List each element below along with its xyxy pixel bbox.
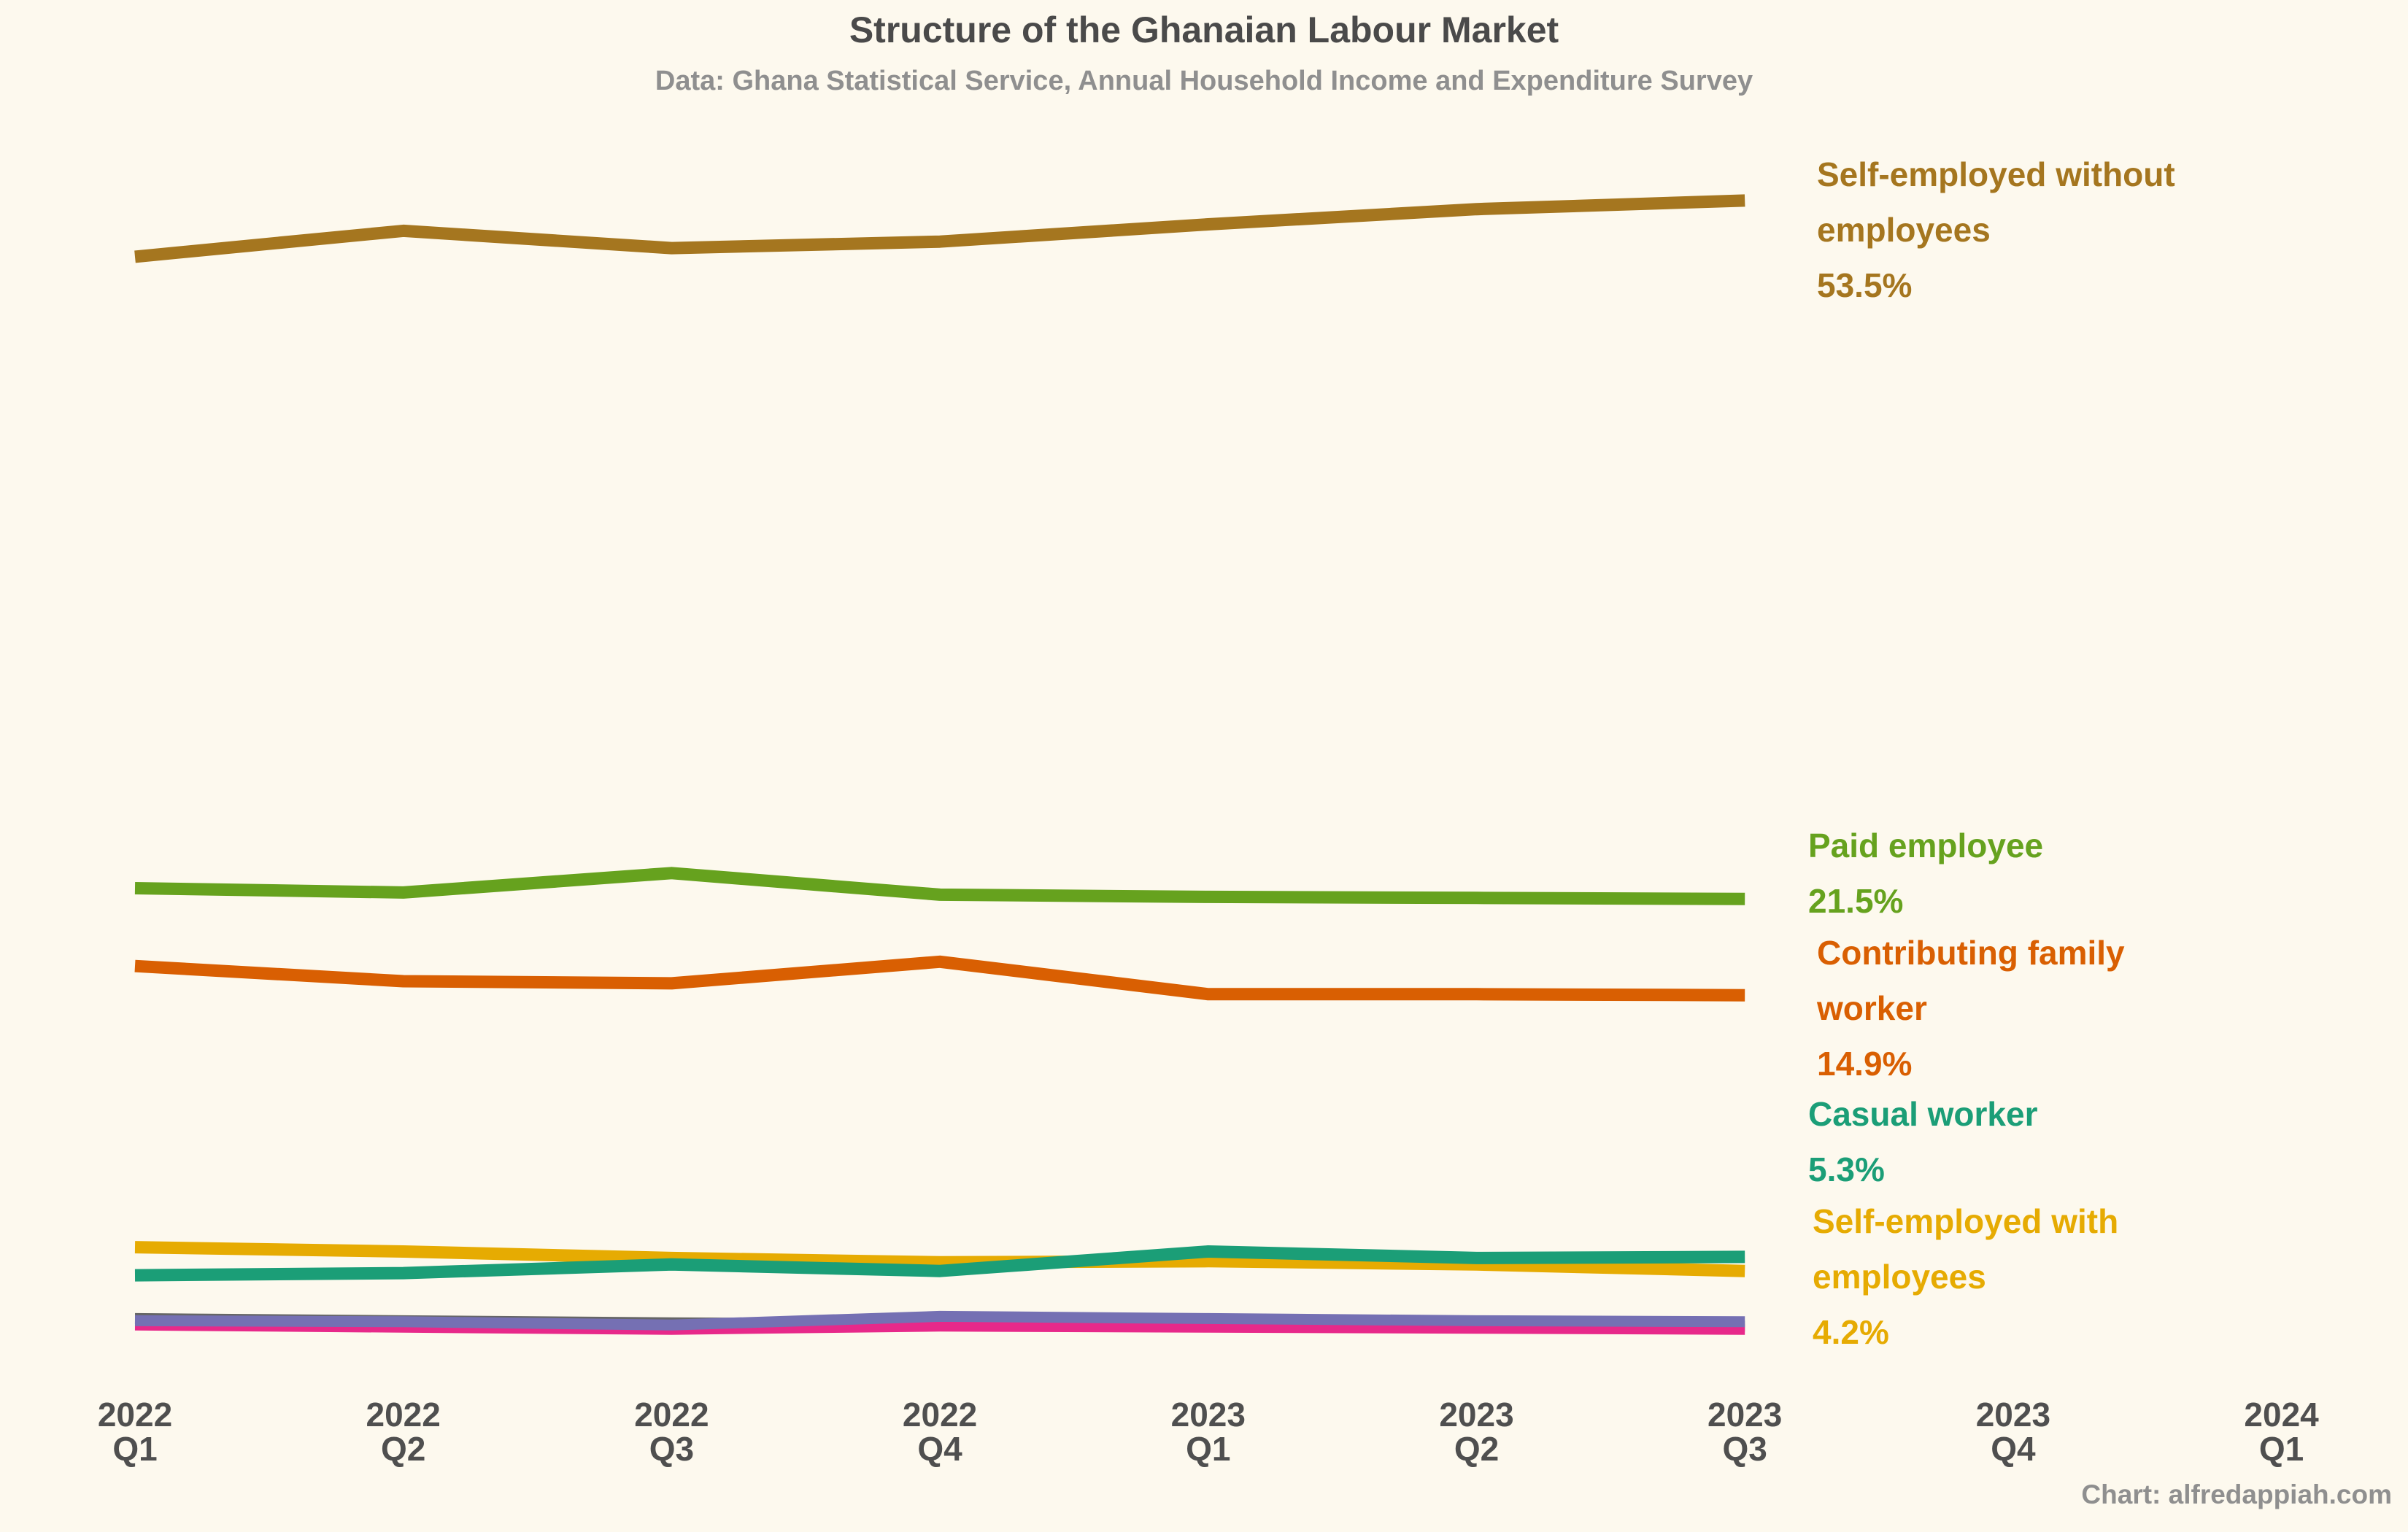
series-value-label: 4.2% (1813, 1313, 1889, 1351)
x-tick-year: 2022 (366, 1396, 441, 1434)
chart-title: Structure of the Ghanaian Labour Market (849, 9, 1559, 50)
series-label-text: employees (1817, 211, 1991, 249)
series-label-text: employees (1813, 1258, 1986, 1296)
series-label-1: Paid employee 21.5% (1808, 827, 2043, 920)
x-tick-year: 2022 (903, 1396, 977, 1434)
chart-subtitle: Data: Ghana Statistical Service, Annual … (655, 66, 1753, 96)
x-tick-year: 2022 (634, 1396, 709, 1434)
series-label-text: worker (1816, 989, 1927, 1027)
series-label-text: Paid employee (1808, 827, 2043, 864)
series-label-2: Contributing family worker 14.9% (1816, 934, 2125, 1083)
series-line-1 (134, 867, 1745, 905)
x-tick-year: 2023 (1439, 1396, 1513, 1434)
x-tick-year: 2023 (1707, 1396, 1782, 1434)
series-lines (134, 194, 1745, 1335)
x-tick-quarter: Q1 (112, 1430, 157, 1468)
x-tick-quarter: Q4 (917, 1430, 962, 1468)
series-label-text: Contributing family (1817, 934, 2125, 972)
series-line-5 (134, 1310, 1745, 1331)
x-axis-ticks: 2022Q12022Q22022Q32022Q42023Q12023Q22023… (98, 1396, 2319, 1468)
chart-credit: Chart: alfredappiah.com (2081, 1479, 2392, 1509)
x-tick-year: 2023 (1976, 1396, 2050, 1434)
x-tick-quarter: Q2 (1454, 1430, 1499, 1468)
series-label-4: Self-employed with employees 4.2% (1813, 1202, 2118, 1351)
series-label-text: Casual worker (1808, 1095, 2038, 1133)
x-tick-quarter: Q4 (1991, 1430, 2036, 1468)
series-labels: Self-employed without employees 53.5% Paid … (1808, 155, 2175, 1351)
x-tick-year: 2024 (2244, 1396, 2319, 1434)
series-value-label: 21.5% (1808, 882, 1903, 920)
series-value-label: 53.5% (1817, 266, 1912, 304)
series-label-3: Casual worker 5.3% (1808, 1095, 2038, 1188)
series-line-0 (134, 194, 1745, 263)
series-line-4 (134, 1241, 1745, 1277)
series-line-2 (134, 955, 1745, 1002)
x-tick-quarter: Q2 (381, 1430, 425, 1468)
x-tick-quarter: Q1 (2259, 1430, 2304, 1468)
series-line-3 (134, 1245, 1745, 1282)
x-tick-quarter: Q1 (1186, 1430, 1230, 1468)
x-tick-quarter: Q3 (649, 1430, 694, 1468)
series-label-0: Self-employed without employees 53.5% (1817, 155, 2175, 304)
x-tick-year: 2022 (98, 1396, 172, 1434)
series-value-label: 14.9% (1817, 1045, 1912, 1083)
x-tick-quarter: Q3 (1723, 1430, 1767, 1468)
series-label-text: Self-employed without (1817, 155, 2175, 193)
series-value-label: 5.3% (1808, 1150, 1885, 1188)
x-tick-year: 2023 (1171, 1396, 1246, 1434)
series-label-text: Self-employed with (1813, 1202, 2118, 1240)
